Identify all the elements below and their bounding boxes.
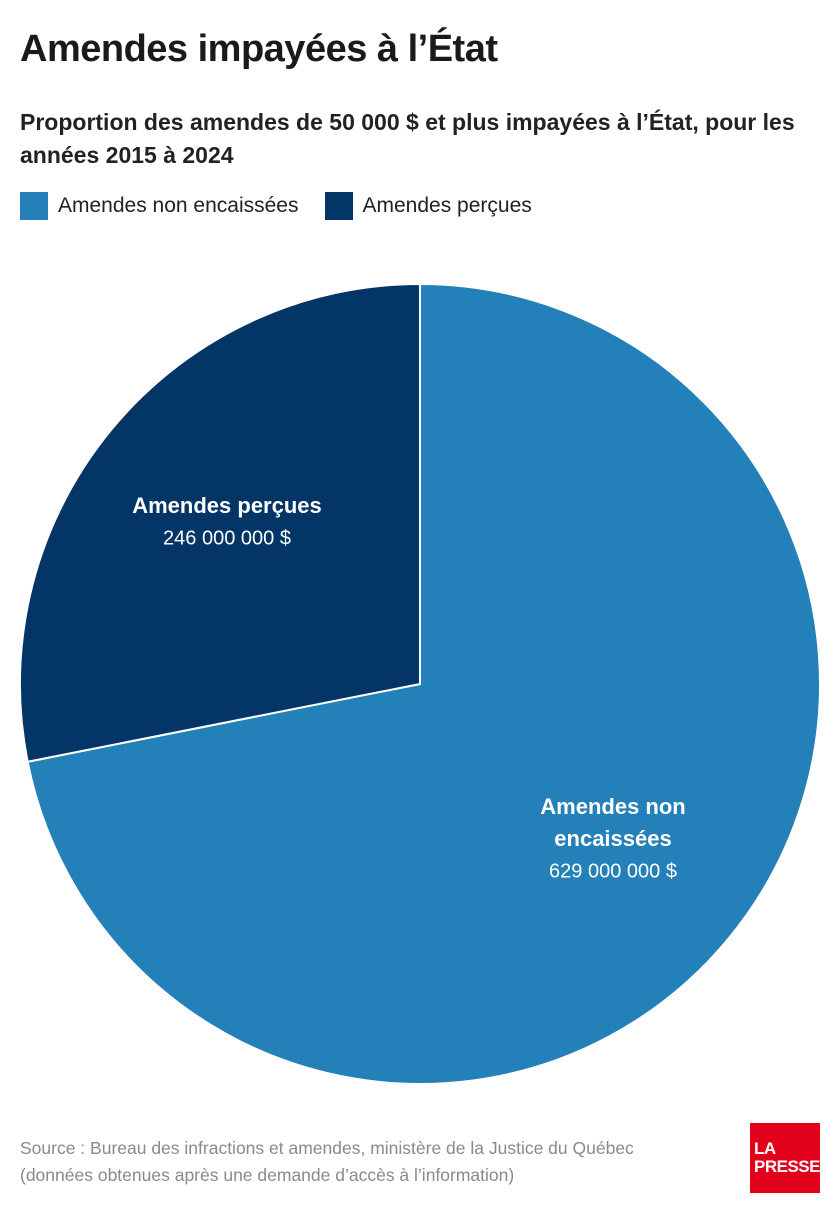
legend-label-non-encaissees: Amendes non encaissées <box>58 194 299 217</box>
source-note: Source : Bureau des infractions et amend… <box>20 1135 720 1189</box>
legend-label-percues: Amendes perçues <box>362 194 532 217</box>
pie-chart: Amendes non encaissées 629 000 000 $ Amende… <box>19 282 821 1085</box>
chart-subtitle: Proportion des amendes de 50 000 $ et pl… <box>20 109 795 168</box>
chart-title: Amendes impayées à l’État <box>20 28 498 70</box>
pie-slice-percues <box>19 282 421 763</box>
source-line-2: (données obtenues après une demande d’ac… <box>20 1165 515 1185</box>
la-presse-logo: LA PRESSE <box>750 1123 820 1193</box>
legend-swatch-non-encaissees <box>20 192 48 220</box>
slice-value-percues: 246 000 000 $ <box>163 527 291 549</box>
logo-line-1: LA <box>754 1139 776 1158</box>
logo-line-2: PRESSE <box>754 1157 820 1176</box>
legend: Amendes non encaissées Amendes perçues <box>20 192 558 220</box>
slice-label-non-encaissees-line-1: Amendes non <box>540 794 685 819</box>
legend-swatch-percues <box>324 192 353 220</box>
slice-value-non-encaissees: 629 000 000 $ <box>549 860 677 882</box>
source-line-1: Source : Bureau des infractions et amend… <box>20 1138 634 1158</box>
slice-label-percues-line-1: Amendes perçues <box>132 493 322 518</box>
pie-slice-non-encaissees <box>26 282 821 1085</box>
slice-label-non-encaissees-line-2: encaissées <box>554 826 671 851</box>
legend-item-non-encaissees: Amendes non encaissées <box>20 192 299 220</box>
legend-item-percues: Amendes perçues <box>324 192 532 220</box>
